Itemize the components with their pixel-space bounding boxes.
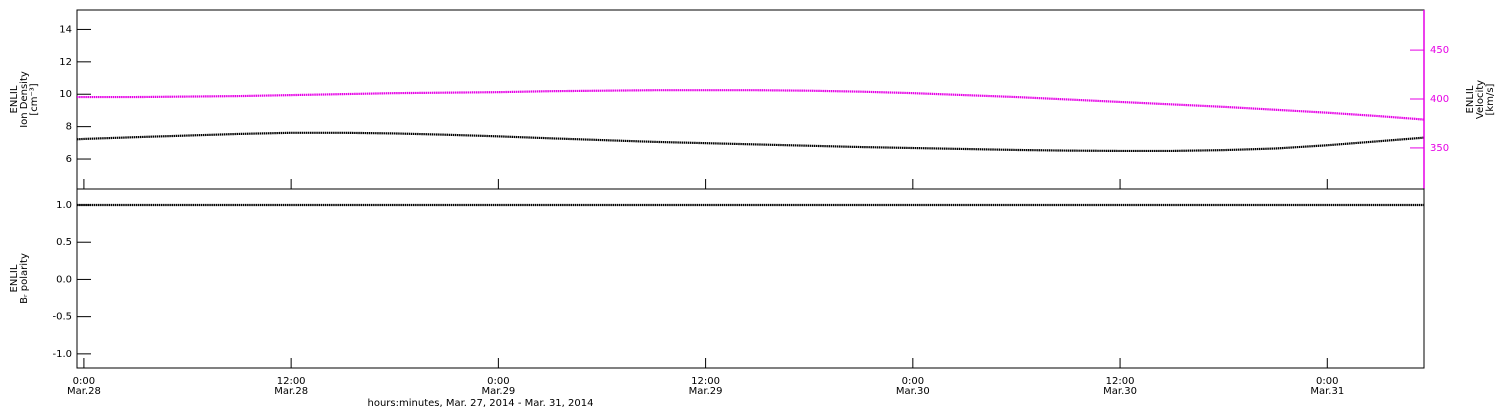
x-tick-date: Mar.30 — [1103, 386, 1137, 397]
x-tick-date: Mar.29 — [481, 386, 515, 397]
y-axis-title: Ion Density — [19, 71, 30, 128]
x-tick-date: Mar.28 — [274, 386, 308, 397]
plot-frame — [76, 188, 1425, 369]
y-tick-label: 12 — [59, 57, 72, 68]
y-tick-label: 0.5 — [56, 237, 72, 248]
y-axis-title: Bᵣ polarity — [19, 253, 30, 304]
y-tick-label: 6 — [66, 154, 72, 165]
x-tick-label: 0:00 — [1316, 376, 1338, 387]
x-tick-date: Mar.30 — [896, 386, 930, 397]
y-tick-label: 8 — [66, 122, 72, 133]
x-tick-label: 12:00 — [1106, 376, 1135, 387]
x-tick-date: Mar.31 — [1310, 386, 1344, 397]
y2-tick-label: 450 — [1430, 45, 1449, 56]
y-tick-label: -1.0 — [52, 349, 72, 360]
y2-axis-title: Velocity — [1475, 80, 1486, 119]
x-tick-label: 12:00 — [277, 376, 306, 387]
y-axis-title: ENLIL — [9, 85, 20, 113]
x-tick-label: 12:00 — [691, 376, 720, 387]
y-tick-label: 0.0 — [56, 274, 72, 285]
y2-axis-title: [km/s] — [1485, 83, 1496, 115]
y2-axis-title: ENLIL — [1465, 85, 1476, 113]
y-axis-title: [cm⁻³] — [29, 83, 40, 115]
x-tick-label: 0:00 — [73, 376, 95, 387]
y2-tick-label: 350 — [1430, 143, 1449, 154]
x-tick-label: 0:00 — [902, 376, 924, 387]
data-line — [77, 89, 1425, 121]
data-line — [76, 131, 1425, 153]
x-tick-label: 0:00 — [487, 376, 509, 387]
x-tick-date: Mar.29 — [689, 386, 723, 397]
plot-frame — [76, 9, 1425, 190]
y2-tick-label: 400 — [1430, 94, 1449, 105]
x-axis-title: hours:minutes, Mar. 27, 2014 - Mar. 31, … — [368, 398, 594, 409]
y-axis-title: ENLIL — [9, 264, 20, 292]
y-tick-label: -0.5 — [52, 312, 72, 323]
y-tick-label: 10 — [59, 89, 72, 100]
x-tick-date: Mar.28 — [67, 386, 101, 397]
y-tick-label: 1.0 — [56, 200, 72, 211]
y-tick-label: 14 — [59, 24, 72, 35]
